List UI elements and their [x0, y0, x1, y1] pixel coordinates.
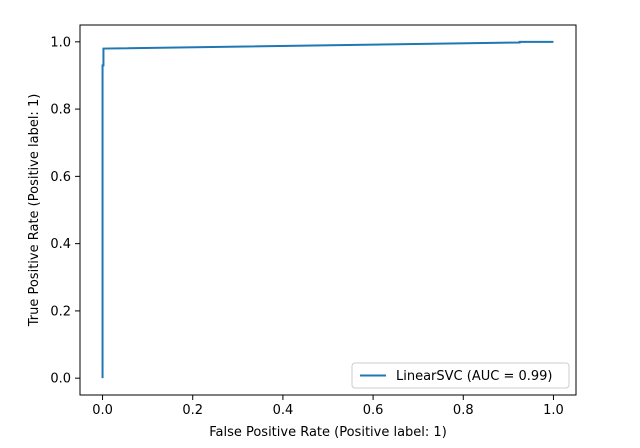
- x-tick-label: 0.0: [92, 403, 113, 418]
- plot-area-background: [80, 25, 576, 395]
- y-tick-label: 0.6: [50, 170, 71, 185]
- series-layer: [101, 40, 554, 379]
- plot-frame: [79, 24, 577, 396]
- y-tick-label: 0.4: [50, 237, 71, 252]
- axes-layer: 0.0 0.2 0.4 0.6 0.8 1.0 0.0 0.2 0.4 0.6 0.8 1.0: [50, 35, 563, 418]
- legend: LinearSVC (AUC = 0.99): [351, 362, 570, 389]
- y-tick-label: 0.0: [50, 372, 71, 387]
- x-tick-label: 0.6: [363, 403, 384, 418]
- x-tick-label: 0.8: [453, 403, 474, 418]
- legend-label: LinearSVC (AUC = 0.99): [396, 369, 553, 384]
- y-tick-label: 0.2: [50, 304, 71, 319]
- roc-curve-line: [101, 40, 554, 379]
- x-axis-label: False Positive Rate (Positive label: 1): [209, 425, 447, 440]
- x-tick-label: 1.0: [543, 403, 564, 418]
- y-tick-label: 0.8: [50, 103, 71, 118]
- x-tick-label: 0.4: [273, 403, 294, 418]
- y-axis-label: True Positive Rate (Positive label: 1): [27, 94, 42, 328]
- x-tick-label: 0.2: [182, 403, 203, 418]
- y-tick-label: 1.0: [50, 35, 71, 50]
- legend-box: [351, 362, 570, 389]
